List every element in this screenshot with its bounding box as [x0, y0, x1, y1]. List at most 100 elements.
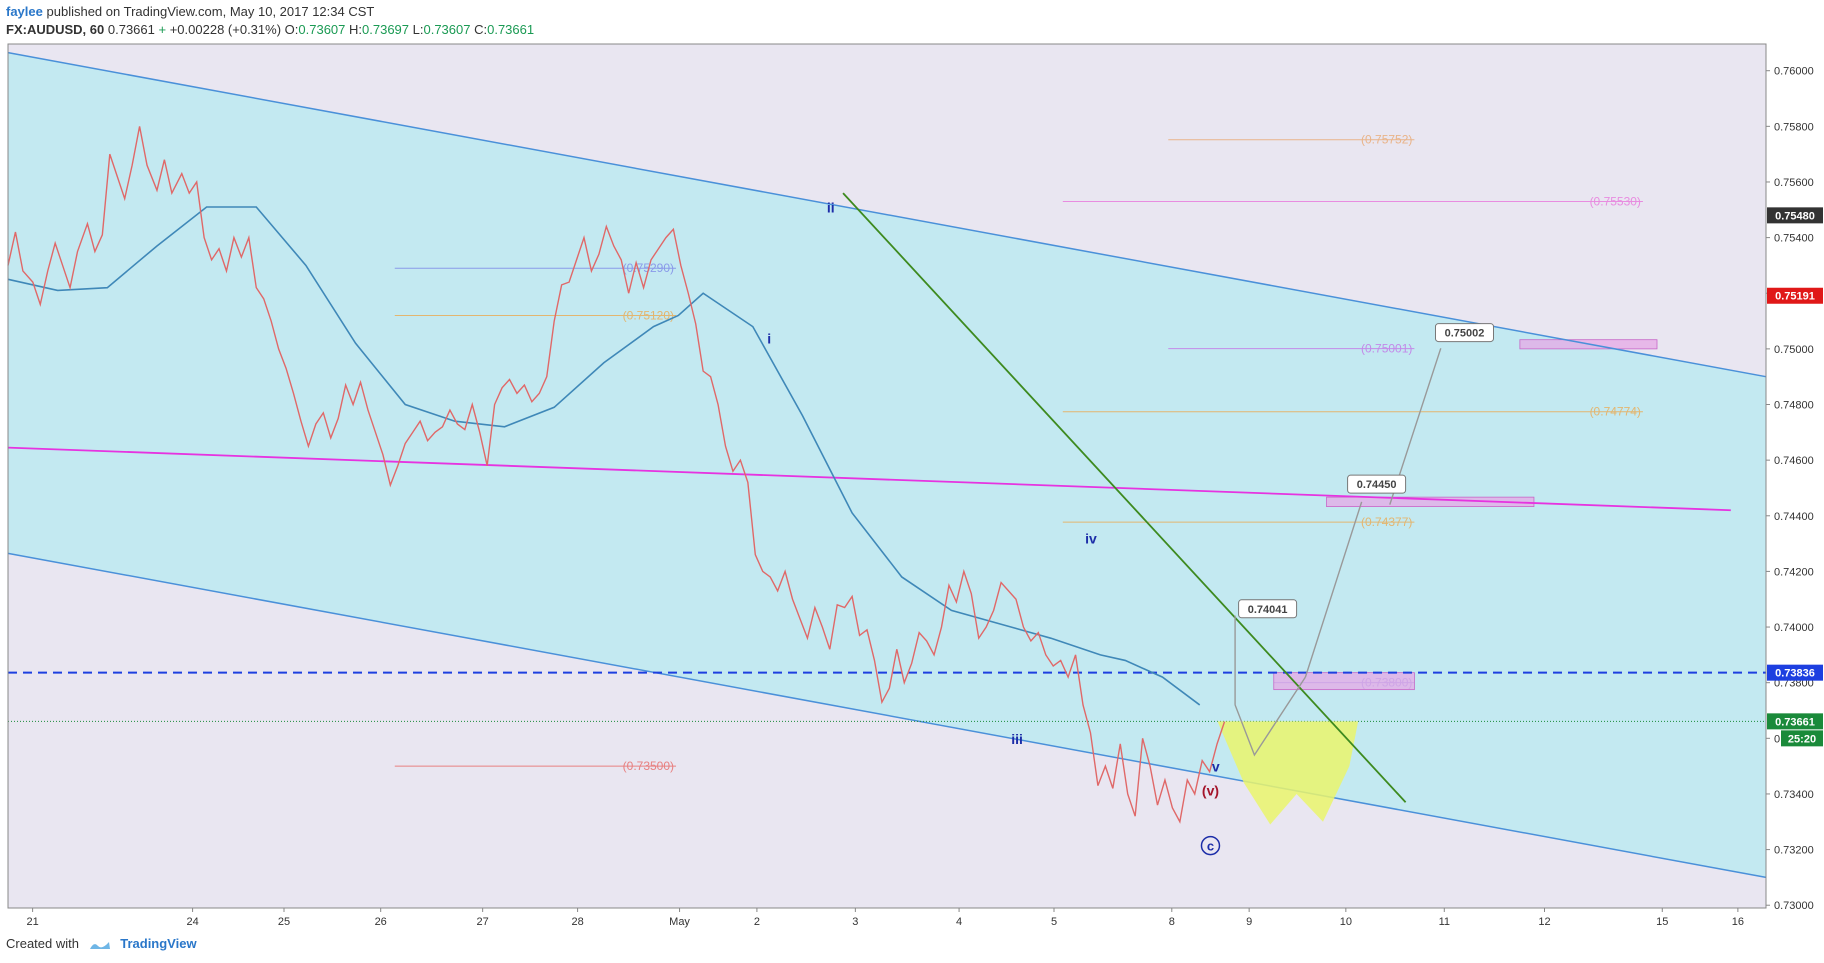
y-tick-label: 0.75800 — [1774, 121, 1814, 133]
target-callout: 0.75002 — [1434, 323, 1494, 343]
target-callout: 0.74041 — [1238, 599, 1298, 619]
countdown-badge — [1781, 730, 1823, 747]
up-arrow-icon: + — [158, 22, 167, 37]
wave-label: (v) — [1202, 782, 1219, 798]
wave-label: iii — [1011, 731, 1023, 747]
target-callout-label: 0.75002 — [1445, 328, 1485, 340]
price-badge: 0.73661 — [1767, 713, 1823, 730]
target-callout-label: 0.74041 — [1248, 604, 1288, 616]
price-badge-box — [1767, 207, 1823, 224]
chart-header: faylee published on TradingView.com, May… — [0, 0, 1824, 44]
created-with-text: Created with — [6, 936, 79, 951]
low-label: L: — [412, 22, 424, 37]
price-badge-label: 0.73836 — [1775, 668, 1815, 680]
high-label: H: — [349, 22, 363, 37]
high-value: 0.73697 — [362, 22, 410, 37]
wave-c-circle — [1200, 835, 1221, 856]
x-tick-label: 10 — [1340, 916, 1352, 928]
open-value: 0.73607 — [298, 22, 346, 37]
y-tick-label: 0.74200 — [1774, 566, 1814, 578]
y-tick-label: 0.75000 — [1774, 344, 1814, 356]
x-tick-label: 16 — [1732, 916, 1744, 928]
wave-label: ii — [827, 200, 835, 216]
price-badge: 0.73836 — [1767, 664, 1823, 681]
wave-label: i — [767, 330, 771, 346]
y-tick-label: 0.74000 — [1774, 622, 1814, 634]
chart-footer: Created with TradingView — [6, 936, 197, 958]
x-tick-label: 3 — [852, 916, 858, 928]
close-label: C: — [474, 22, 488, 37]
wave-label: v — [1212, 759, 1220, 775]
y-tick-label: 0.73800 — [1774, 678, 1814, 690]
y-tick-label: 0.74400 — [1774, 511, 1814, 523]
level-label: (0.74774) — [1590, 405, 1641, 419]
target-callout: 0.74450 — [1347, 474, 1407, 494]
low-value: 0.73607 — [423, 22, 471, 37]
y-tick-label: 0.73000 — [1774, 900, 1814, 912]
x-tick-label: 8 — [1169, 916, 1175, 928]
price-line — [7, 126, 1226, 824]
x-tick-label: 28 — [571, 916, 583, 928]
price-badge-box — [1767, 664, 1823, 681]
price-badge: 0.75191 — [1767, 287, 1823, 304]
level-label: (0.75120) — [623, 308, 674, 322]
level-label: (0.75530) — [1590, 194, 1641, 208]
level-label: (0.73500) — [623, 759, 674, 773]
x-tick-label: 9 — [1246, 916, 1252, 928]
yellow-wedge-zone — [1217, 721, 1359, 825]
x-tick-label: May — [669, 916, 690, 928]
green-trend-line — [842, 192, 1407, 803]
y-tick-label: 0.74800 — [1774, 400, 1814, 412]
target-callout-box — [1238, 599, 1298, 619]
price-badge-label: 0.73661 — [1775, 716, 1815, 728]
wave-label: c — [1207, 839, 1214, 854]
level-label: (0.75001) — [1361, 342, 1412, 356]
projection-path — [1304, 501, 1363, 678]
level-label: (0.74377) — [1361, 515, 1412, 529]
y-tick-label: 0.73200 — [1774, 845, 1814, 857]
open-label: O: — [284, 22, 299, 37]
tradingview-logo-icon — [89, 941, 110, 949]
x-tick-label: 15 — [1656, 916, 1668, 928]
x-tick-label: 11 — [1439, 916, 1450, 928]
moving-average-line — [7, 206, 1201, 706]
projection-path — [1234, 676, 1306, 757]
channel-fill — [8, 52, 1766, 878]
price-badge-box — [1767, 713, 1823, 730]
magenta-trend-line — [7, 446, 1731, 512]
wave-label: iv — [1085, 531, 1097, 547]
target-callout-box — [1434, 323, 1494, 343]
last-price: 0.73661 — [107, 22, 155, 37]
publish-info: faylee published on TradingView.com, May… — [6, 4, 374, 19]
x-tick-label: 26 — [375, 916, 387, 928]
tradingview-brand-link[interactable]: TradingView — [120, 936, 197, 951]
price-badge-label: 0.75191 — [1775, 291, 1815, 303]
x-tick-label: 5 — [1051, 916, 1057, 928]
published-text: published on TradingView.com, May 10, 20… — [46, 4, 375, 19]
close-value: 0.73661 — [487, 22, 535, 37]
target-callout-box — [1347, 474, 1407, 494]
y-tick-label: 0.73400 — [1774, 789, 1814, 801]
x-tick-label: 24 — [186, 916, 198, 928]
symbol-name: FX:AUDUSD, 60 — [6, 22, 105, 37]
x-tick-label: 21 — [26, 916, 38, 928]
channel-upper-line — [7, 51, 1767, 378]
countdown-label: 25:20 — [1788, 733, 1816, 745]
level-label: (0.75752) — [1361, 133, 1412, 147]
author-name[interactable]: faylee — [6, 4, 43, 19]
x-tick-label: 27 — [477, 916, 489, 928]
y-tick-label: 0.74600 — [1774, 455, 1814, 467]
price-change: +0.00228 (+0.31%) — [169, 22, 282, 37]
x-tick-label: 12 — [1538, 916, 1550, 928]
channel-lower-line — [7, 552, 1767, 879]
price-badge-box — [1767, 287, 1823, 304]
plot-frame — [7, 43, 1767, 909]
x-tick-label: 25 — [278, 916, 290, 928]
x-tick-label: 2 — [754, 916, 760, 928]
y-tick-label: 0.75600 — [1774, 177, 1814, 189]
y-tick-label: 0.76000 — [1774, 66, 1814, 78]
symbol-info: FX:AUDUSD, 60 0.73661 + +0.00228 (+0.31%… — [6, 22, 534, 37]
target-callout-label: 0.74450 — [1357, 479, 1397, 491]
target-zone — [1326, 496, 1535, 507]
